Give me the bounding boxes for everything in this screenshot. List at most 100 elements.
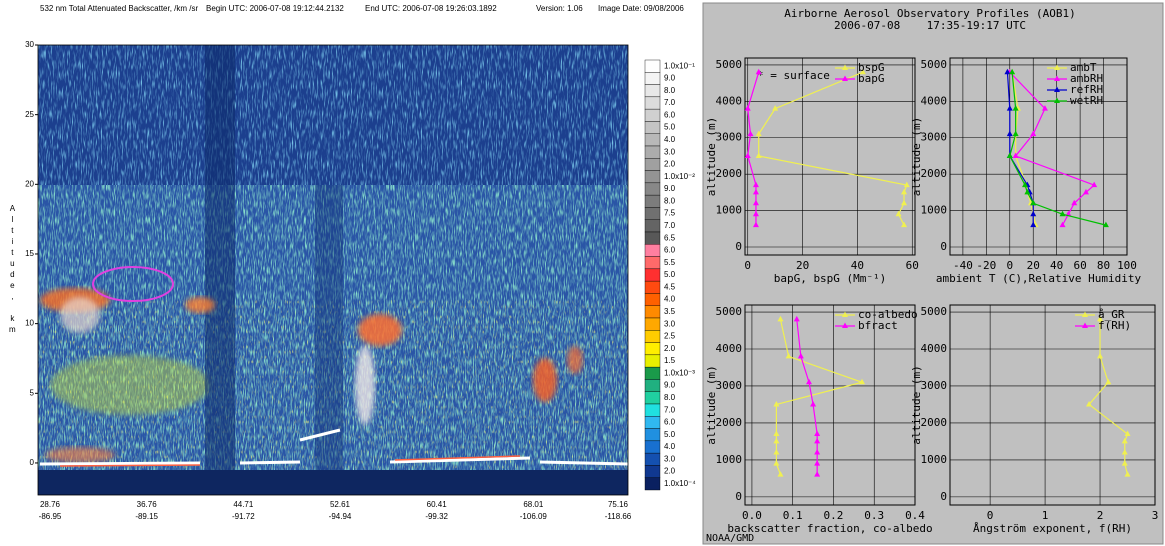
- y-tick-label: 1000: [716, 453, 743, 466]
- cloud: [60, 297, 100, 333]
- colorbar-label: 7.0: [664, 405, 676, 414]
- y-tick-label: 20: [25, 179, 34, 188]
- colorbar-label: 8.0: [664, 196, 676, 205]
- y-tick-label: 0: [735, 490, 742, 503]
- x-tick-label: 1: [1042, 509, 1049, 522]
- point: [1030, 130, 1037, 137]
- legend-label: wetRH: [1070, 94, 1103, 107]
- point: [1124, 471, 1131, 477]
- x-tick-label: -20: [976, 259, 996, 272]
- y-tick-label: 3000: [921, 131, 948, 144]
- x-tick-label: 52.61: [330, 500, 351, 509]
- legend-label: bfract: [858, 319, 898, 332]
- plot-frame: [949, 57, 1128, 256]
- colorbar-label: 1.5: [664, 356, 676, 365]
- colorbar-label: 9.0: [664, 184, 676, 193]
- cloud: [185, 297, 215, 313]
- annotation: * = surface: [757, 69, 830, 82]
- surface: [39, 428, 628, 466]
- y-tick-label: 0: [30, 458, 35, 467]
- x-tick-label: 20: [796, 259, 809, 272]
- colorbar-cell: [644, 108, 661, 122]
- colorbar-label: 4.0: [664, 442, 676, 451]
- point: [1030, 199, 1037, 206]
- y-tick-label: 4000: [921, 342, 948, 355]
- x-tick-label: -89.15: [135, 512, 158, 521]
- point: [1012, 105, 1019, 111]
- y-tick-label: 5000: [716, 58, 743, 71]
- colorbar-cell: [644, 354, 661, 368]
- y-tick-label: 0: [735, 240, 742, 253]
- colorbar-label: 3.5: [664, 307, 676, 316]
- x-tick-label: 0: [987, 509, 994, 522]
- colorbar-label: 9.0: [664, 381, 676, 390]
- legend-marker: [842, 64, 848, 70]
- colorbar-label: 4.0: [664, 135, 676, 144]
- noise: [38, 45, 628, 185]
- legend-marker: [842, 322, 848, 328]
- point: [806, 378, 813, 385]
- x-tick-label: 40: [851, 259, 864, 272]
- y-axis-label: altitude (m): [910, 365, 923, 444]
- colorbar-cell: [644, 391, 661, 405]
- x-tick-label: 60.41: [427, 500, 448, 509]
- x-tick-label: 2: [1097, 509, 1104, 522]
- point: [1059, 221, 1066, 228]
- legend-label: ambT: [1070, 61, 1097, 74]
- legend-marker: [1054, 97, 1060, 103]
- legend-label: ambRH: [1070, 72, 1103, 85]
- colorbar-cell: [644, 403, 661, 417]
- x-tick-label: 80: [1097, 259, 1110, 272]
- legend-label: refRH: [1070, 83, 1103, 96]
- colorbar-cell: [644, 428, 661, 442]
- x-tick-label: 0.4: [905, 509, 925, 522]
- colorbar-cell: [644, 194, 661, 208]
- legend-marker: [1054, 75, 1060, 81]
- point: [1041, 105, 1048, 111]
- point: [1121, 437, 1128, 444]
- x-tick-label: 40: [1050, 259, 1063, 272]
- y-tick-label: 30: [25, 40, 34, 49]
- x-tick-label: -40: [953, 259, 973, 272]
- point: [1091, 181, 1098, 188]
- colorbar-cell: [644, 256, 661, 270]
- point: [1105, 378, 1112, 385]
- point: [859, 68, 866, 75]
- colorbar-cell: [644, 452, 661, 466]
- point: [1004, 68, 1011, 75]
- point: [752, 181, 759, 188]
- colorbar-cell: [644, 317, 661, 331]
- x-tick-label: 0: [744, 259, 751, 272]
- y-tick-label: 5000: [921, 305, 948, 318]
- point: [1097, 315, 1104, 322]
- point: [1012, 152, 1019, 158]
- colorbar-cell: [644, 207, 661, 220]
- header-text: Begin UTC: 2006-07-08 19:12:44.2132: [206, 4, 344, 13]
- point: [814, 460, 821, 466]
- colorbar-label: 6.0: [664, 418, 676, 427]
- curtain-image: [38, 45, 628, 495]
- colorbar-label: 8.0: [664, 86, 676, 95]
- panel-title: Airborne Aerosol Observatory Profiles (A…: [784, 7, 1075, 20]
- legend-marker: [1082, 311, 1088, 317]
- aerosol: [50, 355, 210, 415]
- y-tick-label: 5000: [716, 305, 743, 318]
- header-text: End UTC: 2006-07-08 19:26:03.1892: [365, 4, 497, 13]
- point: [1012, 130, 1019, 137]
- cloud: [358, 314, 402, 346]
- colorbar-cell: [644, 305, 661, 319]
- point: [814, 437, 821, 444]
- point: [1006, 105, 1013, 111]
- point: [1022, 181, 1029, 188]
- point: [772, 105, 779, 111]
- colorbar-label: 7.0: [664, 221, 676, 230]
- point: [1009, 68, 1016, 75]
- x-tick-label: -86.95: [39, 512, 62, 521]
- colorbar-label: 1.0x10⁻⁴: [664, 479, 696, 488]
- x-axis-label: bapG, bspG (Mm⁻¹): [774, 272, 887, 285]
- colorbar-label: 1.0x10⁻²: [664, 172, 695, 181]
- y-tick-label: 2000: [921, 416, 948, 429]
- point: [777, 315, 784, 322]
- y-tick-label: 0: [940, 490, 947, 503]
- colorbar-label: 4.5: [664, 282, 676, 291]
